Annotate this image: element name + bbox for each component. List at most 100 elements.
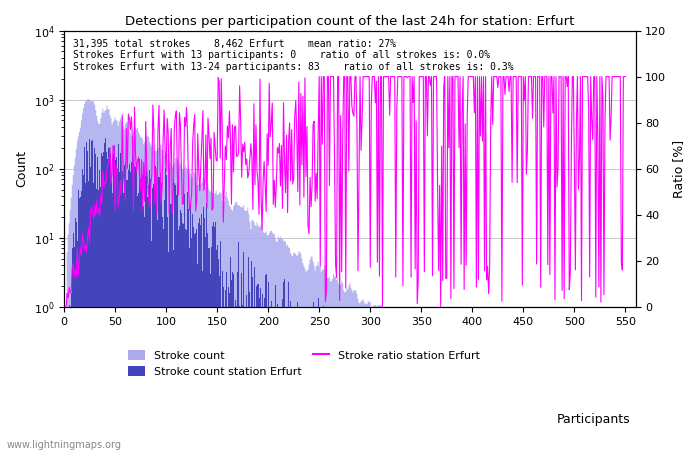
Bar [99,170,100,450]
Bar [182,223,183,450]
Bar [158,177,160,450]
Bar [202,271,204,450]
Bar [217,245,218,450]
Title: Detections per participation count of the last 24h for station: Erfurt: Detections per participation count of th… [125,15,575,28]
Bar [160,183,162,450]
Bar [108,148,109,450]
Bar [283,282,284,450]
Bar [168,252,169,450]
Bar [74,247,75,450]
Bar [128,170,129,450]
Bar [256,286,258,450]
Bar [92,140,93,450]
Bar [251,261,253,450]
Bar [79,198,80,450]
Bar [254,267,256,450]
Bar [118,144,119,450]
Bar [115,161,116,450]
Bar [88,181,89,450]
Bar [191,238,193,450]
Bar [80,197,81,450]
Bar [279,306,280,450]
Bar [153,184,155,450]
Bar [134,166,135,450]
Bar [69,305,70,450]
Bar [193,227,194,450]
Bar [75,218,76,450]
Bar [187,193,188,450]
Bar [93,184,95,450]
Bar [167,216,168,450]
Bar [206,203,207,450]
Bar [89,140,90,450]
Bar [148,185,149,450]
Bar [179,226,180,450]
Bar [73,233,74,450]
Bar [82,169,83,450]
Bar [228,288,229,450]
Bar [205,237,206,450]
Bar [242,305,243,450]
Bar [264,298,265,450]
Bar [275,285,276,450]
Bar [162,230,164,450]
Text: 31,395 total strokes    8,462 Erfurt    mean ratio: 27%
Strokes Erfurt with 13 p: 31,395 total strokes 8,462 Erfurt mean r… [73,39,513,72]
Bar [177,183,178,450]
Bar [186,230,187,450]
Bar [194,234,195,450]
Bar [90,167,91,450]
Bar [226,272,227,450]
Bar [122,194,124,450]
Bar [130,172,131,450]
Bar [265,274,267,450]
Y-axis label: Ratio [%]: Ratio [%] [672,140,685,198]
Bar [216,250,217,450]
Bar [100,187,102,450]
Bar [271,301,272,450]
Bar [156,195,158,450]
Bar [248,256,249,450]
Bar [135,166,136,450]
Bar [91,141,92,450]
Bar [235,300,236,450]
Bar [290,302,291,450]
Bar [132,154,133,450]
Bar [189,248,190,450]
Y-axis label: Count: Count [15,150,28,187]
Bar [233,274,234,450]
Bar [145,176,146,450]
Bar [241,273,242,450]
Bar [87,151,88,450]
Bar [124,165,125,450]
Bar [178,230,179,450]
Bar [237,272,238,450]
Bar [246,295,247,450]
Bar [83,175,84,450]
Bar [117,169,118,450]
Bar [239,306,240,450]
Bar [139,159,140,450]
Bar [111,193,113,450]
Bar [282,299,283,450]
Bar [231,279,232,450]
Bar [211,226,213,450]
Bar [84,147,85,450]
Bar [218,276,220,450]
Bar [229,293,230,450]
Bar [284,279,285,450]
Bar [136,163,137,450]
Bar [96,189,97,450]
Bar [78,190,79,450]
Bar [142,175,144,450]
Bar [173,251,174,450]
Bar [151,241,153,450]
Bar [164,168,166,450]
Bar [238,242,239,450]
Bar [150,179,151,450]
Bar [98,190,99,450]
Bar [109,153,111,450]
Bar [131,162,132,450]
Bar [71,248,73,450]
Bar [207,233,209,450]
Bar [120,165,122,450]
